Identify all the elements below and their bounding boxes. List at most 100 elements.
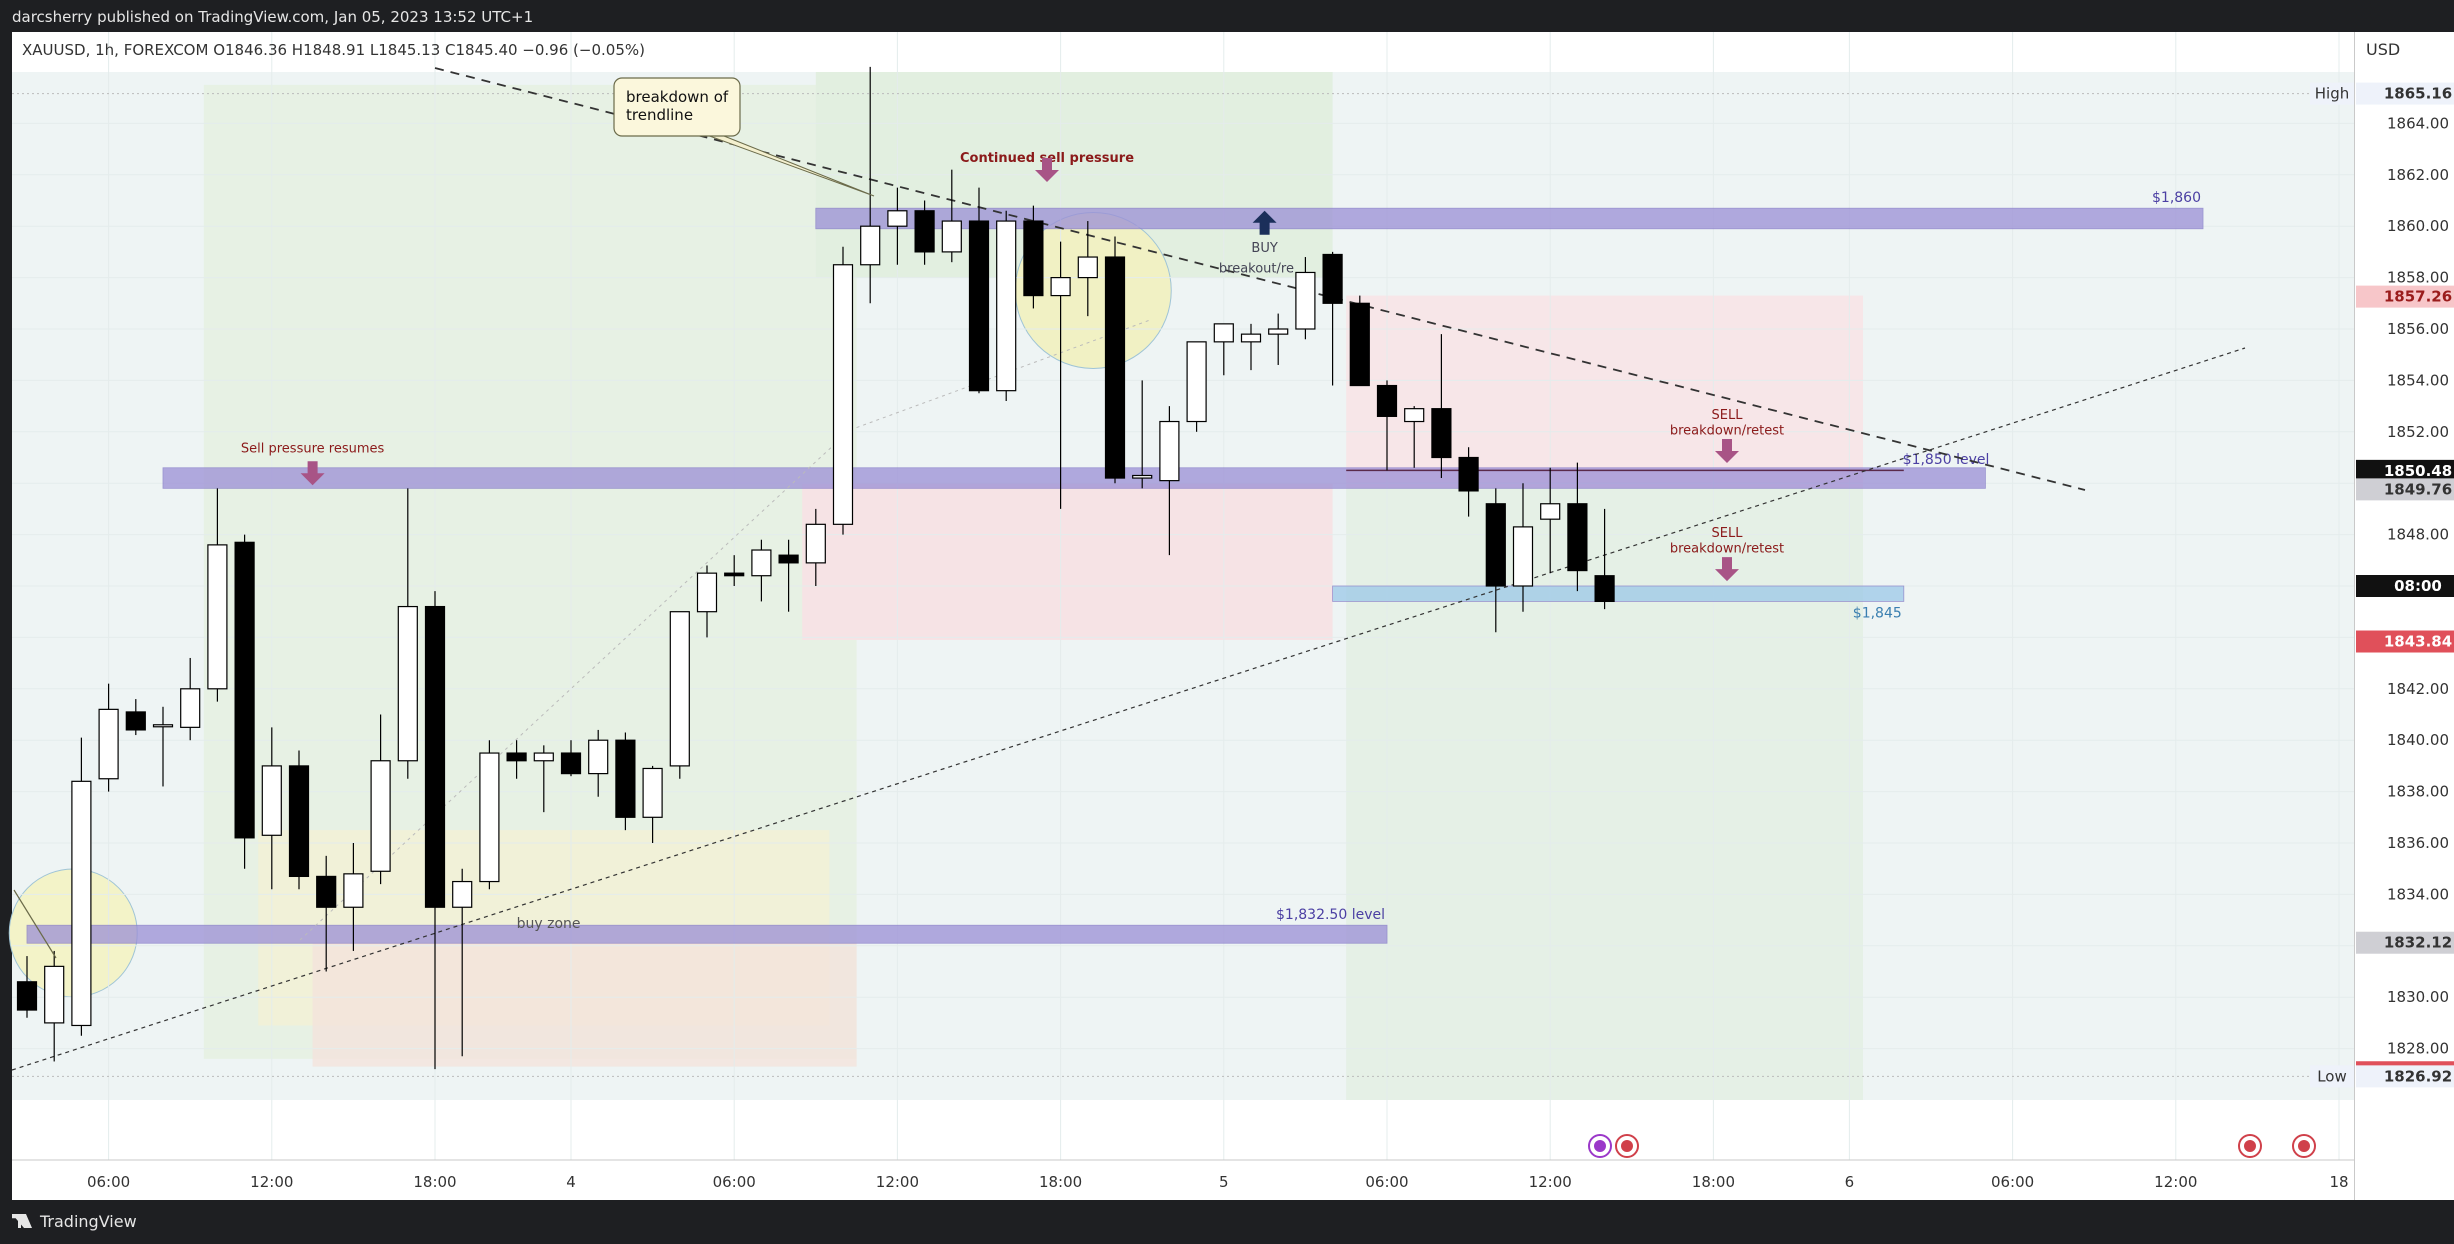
zone-0[interactable]	[815, 207, 2204, 230]
zone-3[interactable]	[1332, 585, 1905, 602]
price-badge-value: 1832.12	[2384, 934, 2452, 952]
candle[interactable]	[1458, 456, 1479, 492]
candle[interactable]	[1023, 220, 1044, 297]
candle[interactable]	[234, 541, 255, 839]
scale-label-bg	[2310, 1065, 2354, 1088]
price-badge-value: 1843.84	[2384, 633, 2452, 651]
candle[interactable]	[1159, 420, 1180, 482]
price-badge	[2356, 1065, 2454, 1088]
price-badge	[2356, 575, 2454, 597]
candle[interactable]	[44, 965, 65, 1024]
candle[interactable]	[1485, 503, 1506, 587]
candle[interactable]	[1240, 333, 1262, 343]
faint-trendline-2	[849, 319, 1151, 431]
zone-2[interactable]	[26, 924, 1388, 944]
price-tick-label: 1834.00	[2387, 885, 2449, 903]
time-axis[interactable]	[12, 1160, 2354, 1200]
zone-label-1860: $1,860	[2152, 190, 2201, 206]
price-badge-value: 1849.76	[2384, 480, 2452, 498]
zone-1[interactable]	[162, 467, 1986, 489]
price-tick-label: 1864.00	[2387, 114, 2449, 132]
candle[interactable]	[125, 711, 146, 731]
brand-text: TradingView	[40, 1212, 137, 1231]
time-tick-label: 18:00	[413, 1173, 456, 1191]
price-badge	[2356, 285, 2454, 308]
candle[interactable]	[207, 544, 228, 690]
candle[interactable]	[778, 554, 799, 564]
candle[interactable]	[98, 708, 119, 780]
candle[interactable]	[860, 225, 881, 266]
candle[interactable]	[1104, 256, 1126, 479]
candle[interactable]	[152, 724, 174, 728]
callout-line-2: trendline	[626, 106, 693, 124]
candle[interactable]	[1268, 328, 1289, 335]
candle[interactable]	[1594, 575, 1615, 603]
faint-trendline	[299, 429, 851, 941]
price-badge	[2356, 459, 2454, 482]
candle[interactable]	[16, 981, 38, 1011]
annotation-5: breakdown/retest	[1670, 423, 1784, 438]
tradingview-logo-icon	[12, 1214, 32, 1228]
price-scale[interactable]	[2354, 32, 2454, 1200]
candle[interactable]	[832, 264, 854, 525]
flag-event-icon-dot	[2298, 1140, 2310, 1152]
candle[interactable]	[669, 611, 690, 767]
time-tick-label: 06:00	[713, 1173, 756, 1191]
candle[interactable]	[71, 780, 92, 1027]
candle[interactable]	[424, 605, 446, 908]
candle[interactable]	[343, 873, 364, 908]
candle[interactable]	[1050, 277, 1071, 297]
candle[interactable]	[1567, 503, 1588, 572]
time-tick-label: 5	[1219, 1173, 1229, 1191]
candle[interactable]	[1512, 526, 1534, 587]
candle[interactable]	[1540, 503, 1561, 520]
candle[interactable]	[452, 880, 473, 908]
candle[interactable]	[1376, 384, 1398, 417]
candle[interactable]	[751, 549, 772, 577]
candle[interactable]	[1349, 302, 1370, 387]
candle[interactable]	[941, 220, 962, 253]
candle[interactable]	[1404, 408, 1425, 423]
candle[interactable]	[288, 765, 310, 878]
candle[interactable]	[696, 572, 718, 613]
candle[interactable]	[1213, 323, 1234, 343]
symbol-info: XAUUSD, 1h, FOREXCOM O1846.36 H1848.91 L…	[22, 41, 645, 59]
candle[interactable]	[180, 688, 201, 728]
candle[interactable]	[724, 572, 745, 577]
candle[interactable]	[397, 605, 418, 762]
sell-arrow-icon	[1715, 557, 1739, 582]
candle[interactable]	[506, 752, 527, 762]
annotation-6: SELL	[1712, 526, 1744, 541]
candle[interactable]	[805, 523, 826, 564]
candle[interactable]	[887, 210, 908, 227]
footer-bar: TradingView	[0, 1200, 2454, 1244]
price-tick-label: 1840.00	[2387, 731, 2449, 749]
callout-line-1: breakdown of	[626, 88, 729, 106]
candle[interactable]	[1132, 474, 1153, 479]
candle[interactable]	[588, 739, 609, 775]
candle[interactable]	[316, 875, 337, 908]
flag-event-icon-dot	[2244, 1140, 2256, 1152]
candle[interactable]	[1077, 256, 1098, 279]
buy-zone-lower-box	[312, 943, 857, 1067]
candle[interactable]	[1431, 408, 1452, 459]
flag-event-icon-dot	[1621, 1140, 1633, 1152]
candle[interactable]	[996, 220, 1017, 392]
candle[interactable]	[560, 752, 582, 775]
annotation-2: BUY	[1251, 241, 1277, 256]
candle[interactable]	[968, 220, 990, 392]
candle[interactable]	[615, 739, 636, 818]
callout-box	[613, 77, 741, 137]
candle[interactable]	[1322, 253, 1343, 304]
red-range-box-right	[1346, 295, 1863, 489]
candle[interactable]	[370, 760, 391, 872]
tradingview-logo[interactable]: TradingView	[12, 1212, 137, 1231]
candle[interactable]	[261, 765, 282, 836]
candle[interactable]	[533, 752, 554, 762]
candle[interactable]	[914, 210, 935, 253]
candle[interactable]	[1295, 271, 1316, 330]
candle[interactable]	[642, 767, 663, 818]
candle[interactable]	[479, 752, 500, 883]
candle[interactable]	[1186, 341, 1207, 423]
